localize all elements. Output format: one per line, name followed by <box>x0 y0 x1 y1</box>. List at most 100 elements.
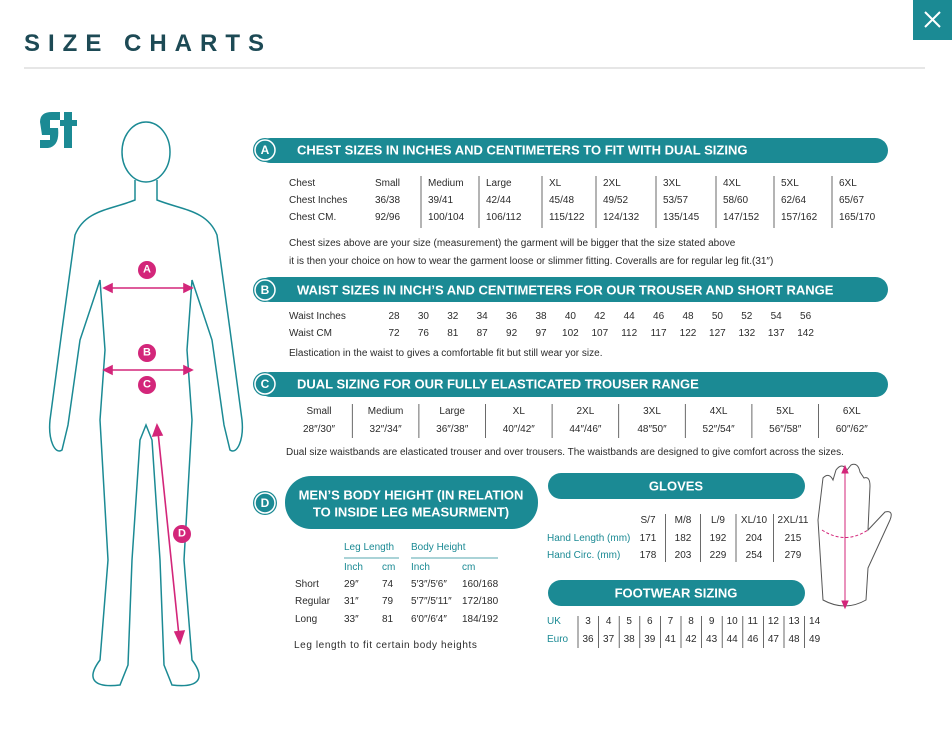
table-cell: XL <box>512 406 525 417</box>
table-cell: 192 <box>709 533 727 544</box>
table-cell: 215 <box>784 533 802 544</box>
table-cell: 46 <box>747 634 759 645</box>
table-cell: 157/162 <box>781 212 818 223</box>
table-cell: 106/112 <box>486 212 522 223</box>
table-cell: 81 <box>382 614 394 625</box>
table-cell: 44″/46″ <box>569 424 602 435</box>
table-cell: 40 <box>564 311 576 322</box>
table-cell: 13 <box>788 616 800 627</box>
table-cell: 53/57 <box>663 195 689 206</box>
table-cell: 87 <box>476 328 488 339</box>
table-cell: 28 <box>388 311 400 322</box>
table-cell: 3XL <box>663 178 681 189</box>
section-badge: B <box>260 283 270 297</box>
size-header: S/7 <box>640 515 656 526</box>
table-cell: 40″/42″ <box>502 424 535 435</box>
table-cell: 49/52 <box>603 195 629 206</box>
row-label: UK <box>547 616 561 627</box>
body-marker: B <box>143 346 151 359</box>
table-cell: 44 <box>726 634 738 645</box>
table-cell: 182 <box>674 533 692 544</box>
glove-arrows <box>821 464 869 610</box>
section-bars <box>253 138 888 606</box>
body-outline <box>48 121 244 687</box>
body-marker: C <box>143 378 151 391</box>
table-cell: 178 <box>639 550 657 561</box>
table-cell: Regular <box>295 596 331 607</box>
table-cell: 4XL <box>709 406 728 417</box>
table-cell: 132 <box>738 328 756 339</box>
table-cell: 10 <box>726 616 738 627</box>
table-cell: Large <box>486 178 512 189</box>
table-cell: 56″/58″ <box>769 424 802 435</box>
note: Elastication in the waist to gives a com… <box>289 348 603 359</box>
table-cell: 34 <box>476 311 488 322</box>
table-cell: 6′0″/6′4″ <box>411 614 447 625</box>
table-cell: XL <box>549 178 562 189</box>
table-cell: 81 <box>447 328 459 339</box>
table-cell: 39 <box>644 634 656 645</box>
close-icon <box>924 11 941 28</box>
table-cell: 28″/30″ <box>302 424 336 435</box>
table-cell: 171 <box>639 533 657 544</box>
size-header: 2XL/11 <box>777 515 809 526</box>
table-cell: 127 <box>709 328 726 339</box>
section-badge: C <box>260 377 270 391</box>
close-button[interactable] <box>913 0 952 40</box>
table-cell: 2XL <box>603 178 621 189</box>
table-cell: 60″/62″ <box>835 424 868 435</box>
table-cell: 49 <box>809 634 821 645</box>
body-marker: D <box>178 527 186 540</box>
table-cell: 97 <box>535 328 547 339</box>
table-cell: 65/67 <box>839 195 865 206</box>
table-separators <box>351 176 833 648</box>
table-cell: 38 <box>623 634 635 645</box>
row-label: Waist Inches <box>289 311 346 322</box>
size-header: M/8 <box>674 515 692 526</box>
table-cell: 229 <box>709 550 727 561</box>
logo <box>40 112 77 148</box>
table-cell: 43 <box>706 634 718 645</box>
table-cell: 33″ <box>344 614 359 625</box>
table-cell: 102 <box>562 328 579 339</box>
table-cell: 52 <box>741 311 753 322</box>
table-cell: 172/180 <box>462 596 499 607</box>
measure-arrows <box>102 282 194 646</box>
table-cell: 41 <box>664 634 676 645</box>
table-cell: 279 <box>784 550 802 561</box>
table-cell: 50 <box>711 311 723 322</box>
section-title: MEN’S BODY HEIGHT (IN RELATION <box>298 487 524 503</box>
table-cell: 36 <box>582 634 594 645</box>
table-cell: 112 <box>621 328 638 339</box>
table-cell: 14 <box>809 616 821 627</box>
table-cell: 9 <box>708 616 715 627</box>
table-cell: 12 <box>767 616 779 627</box>
table-cell: 72 <box>388 328 400 339</box>
table-cell: 11 <box>747 616 758 627</box>
section-title: TO INSIDE LEG MEASURMENT) <box>312 504 510 520</box>
table-cell: 5 <box>626 616 632 627</box>
table-cell: 42 <box>594 311 606 322</box>
table-cell: 6XL <box>842 406 861 417</box>
badge-rings <box>254 139 276 514</box>
table-cell: 203 <box>674 550 692 561</box>
table-cell: 4XL <box>723 178 741 189</box>
page-title: SIZE CHARTS <box>24 30 273 57</box>
size-header: L/9 <box>711 515 725 526</box>
unit-header: Inch <box>411 562 430 573</box>
table-cell: 5′3″/5′6″ <box>411 579 447 590</box>
row-label: Hand Circ. (mm) <box>547 550 621 561</box>
table-cell: 58/60 <box>723 195 749 206</box>
table-cell: 122 <box>679 328 697 339</box>
column-group: Body Height <box>411 542 466 553</box>
section-badge: A <box>260 143 270 157</box>
table-cell: 135/145 <box>663 212 700 223</box>
table-cell: 45/48 <box>549 195 575 206</box>
note: Leg length to fit certain body heights <box>294 640 478 651</box>
table-cell: 39/41 <box>428 195 454 206</box>
table-cell: 4 <box>605 616 612 627</box>
table-cell: 36 <box>506 311 518 322</box>
table-cell: 5XL <box>781 178 799 189</box>
